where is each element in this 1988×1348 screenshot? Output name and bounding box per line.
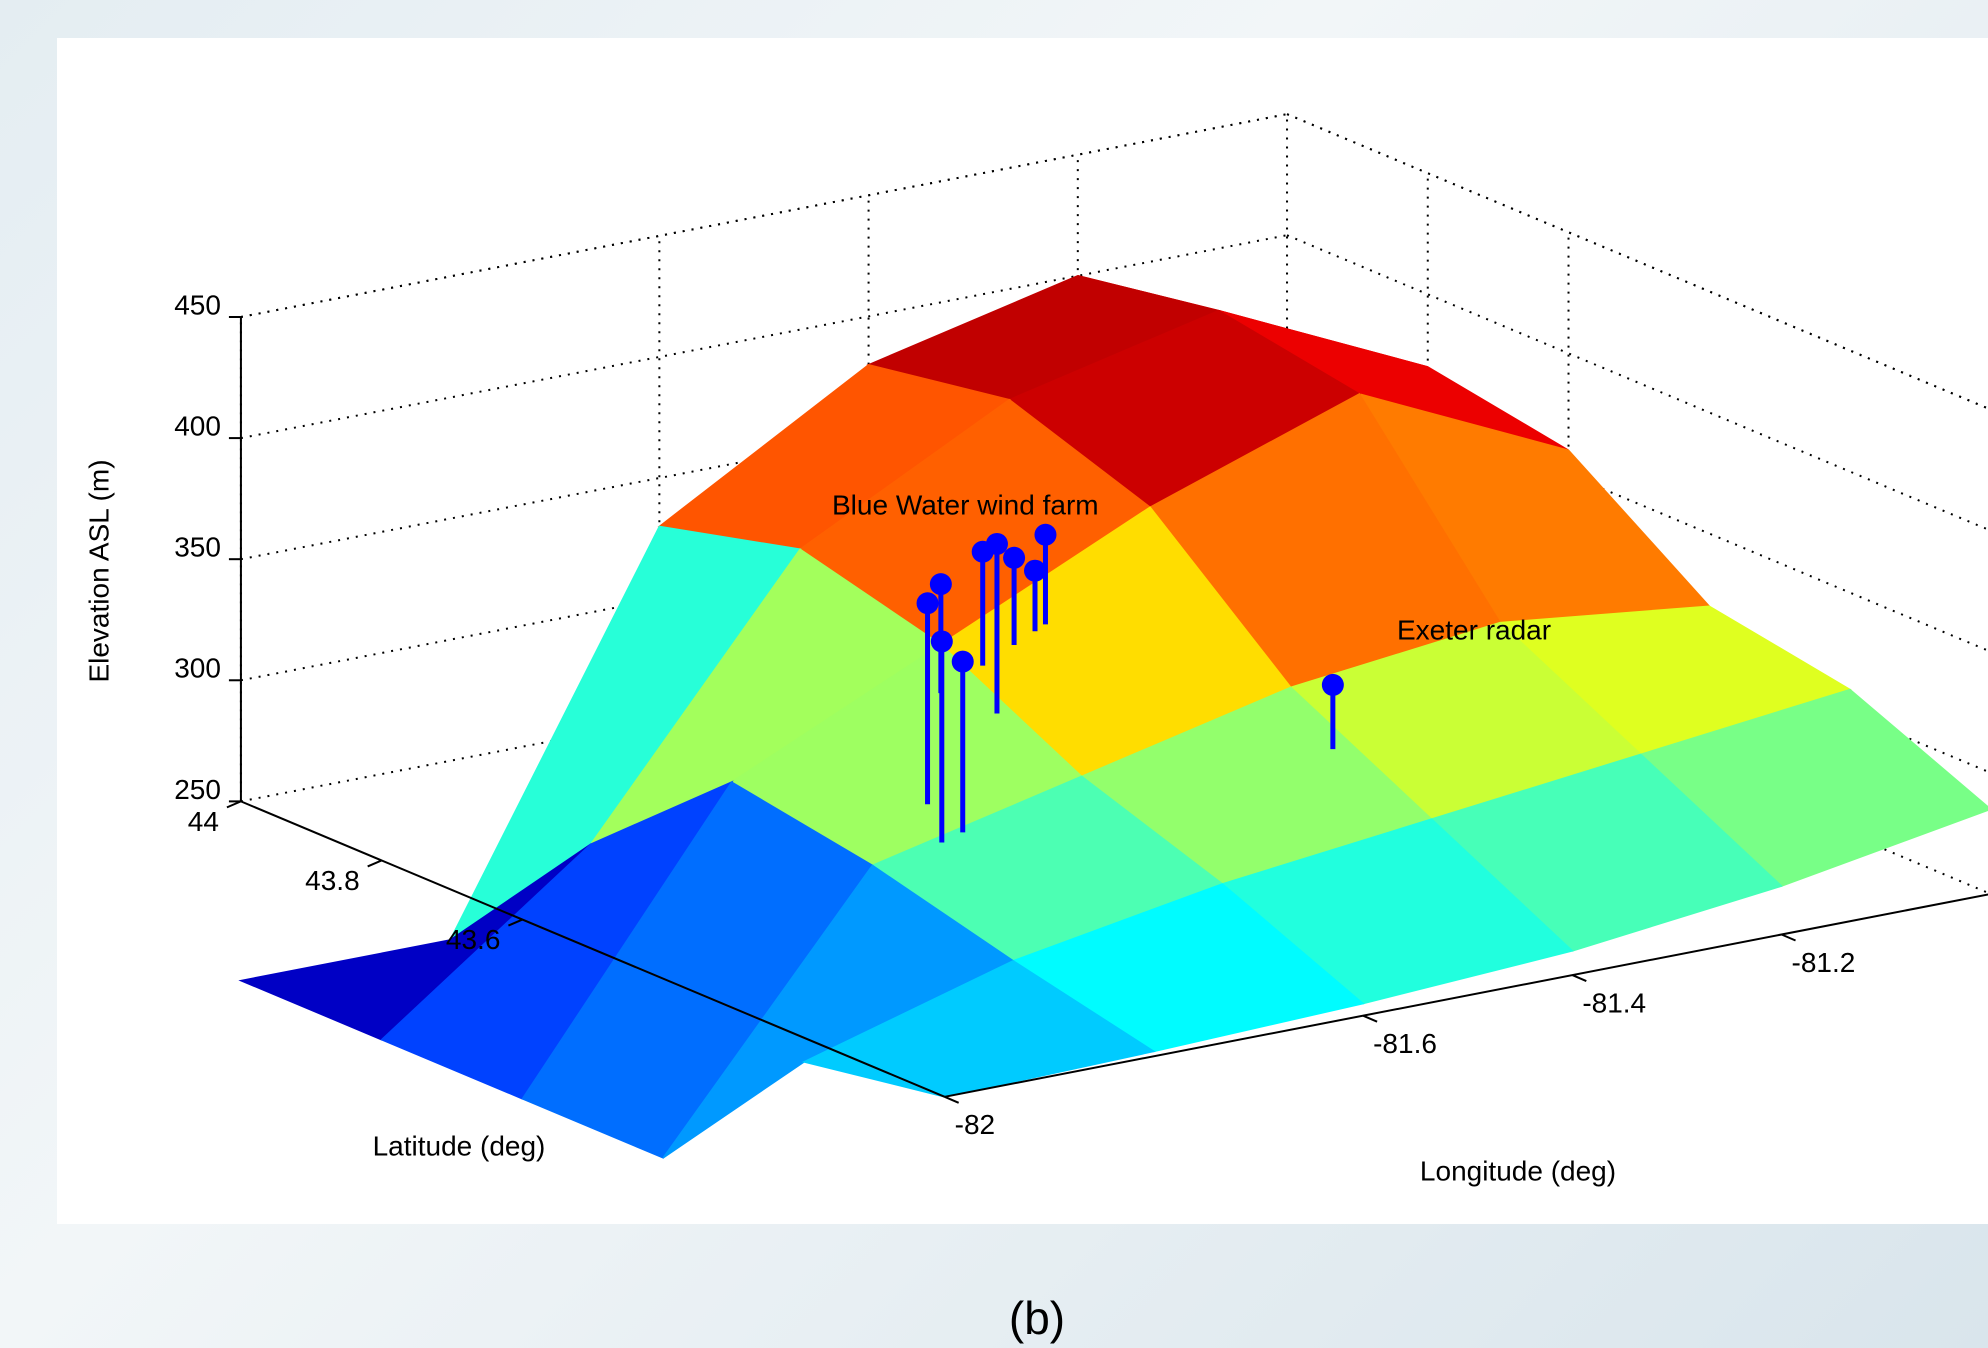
tick-mark — [1571, 974, 1587, 983]
tick-mark — [226, 800, 242, 809]
x-tick-label: -81.4 — [1582, 987, 1646, 1018]
grid-line — [1286, 113, 1988, 410]
x-tick-label: -81.6 — [1373, 1028, 1437, 1059]
caption: (b) — [1009, 1292, 1065, 1344]
x-tick-label: -81.2 — [1792, 947, 1856, 978]
y-tick-label: 43.6 — [446, 924, 501, 955]
marker — [985, 532, 1008, 555]
z-tick-label: 300 — [174, 653, 221, 684]
marker — [951, 650, 974, 673]
x-tick-label: -82 — [955, 1109, 995, 1140]
marker — [1034, 523, 1057, 546]
annotation: Exeter radar — [1397, 614, 1551, 645]
tick-mark — [1362, 1014, 1378, 1023]
annotation: Blue Water wind farm — [832, 489, 1099, 520]
z-tick-label: 450 — [174, 289, 221, 320]
surface-patch — [801, 959, 1156, 1098]
grid-line — [240, 113, 1288, 318]
tick-mark — [367, 859, 383, 868]
marker — [1321, 673, 1344, 696]
y-axis — [240, 800, 946, 1098]
z-tick-label: 350 — [174, 532, 221, 563]
y-tick-label: 43.8 — [305, 865, 360, 896]
marker — [1024, 559, 1047, 582]
marker — [916, 592, 939, 615]
grid-line — [1286, 234, 1988, 531]
marker — [929, 573, 952, 596]
z-tick-label: 400 — [174, 410, 221, 441]
tick-mark — [508, 918, 523, 927]
marker — [1003, 546, 1026, 569]
plot-area: 250 300 350 400 450 43.6 43.8 44 -82 -81.6 -81.4 -8… — [174, 113, 1988, 1159]
tick-mark — [944, 1095, 960, 1104]
x-axis-label: Longitude (deg) — [1420, 1155, 1616, 1186]
x-axis — [944, 893, 1988, 1098]
tick-mark — [1781, 933, 1796, 942]
z-tick-label: 250 — [174, 774, 221, 805]
z-axis-label: Elevation ASL (m) — [83, 459, 114, 682]
grid-line — [240, 234, 1288, 440]
y-tick-label: 44 — [188, 806, 219, 837]
y-axis-label: Latitude (deg) — [373, 1130, 546, 1161]
